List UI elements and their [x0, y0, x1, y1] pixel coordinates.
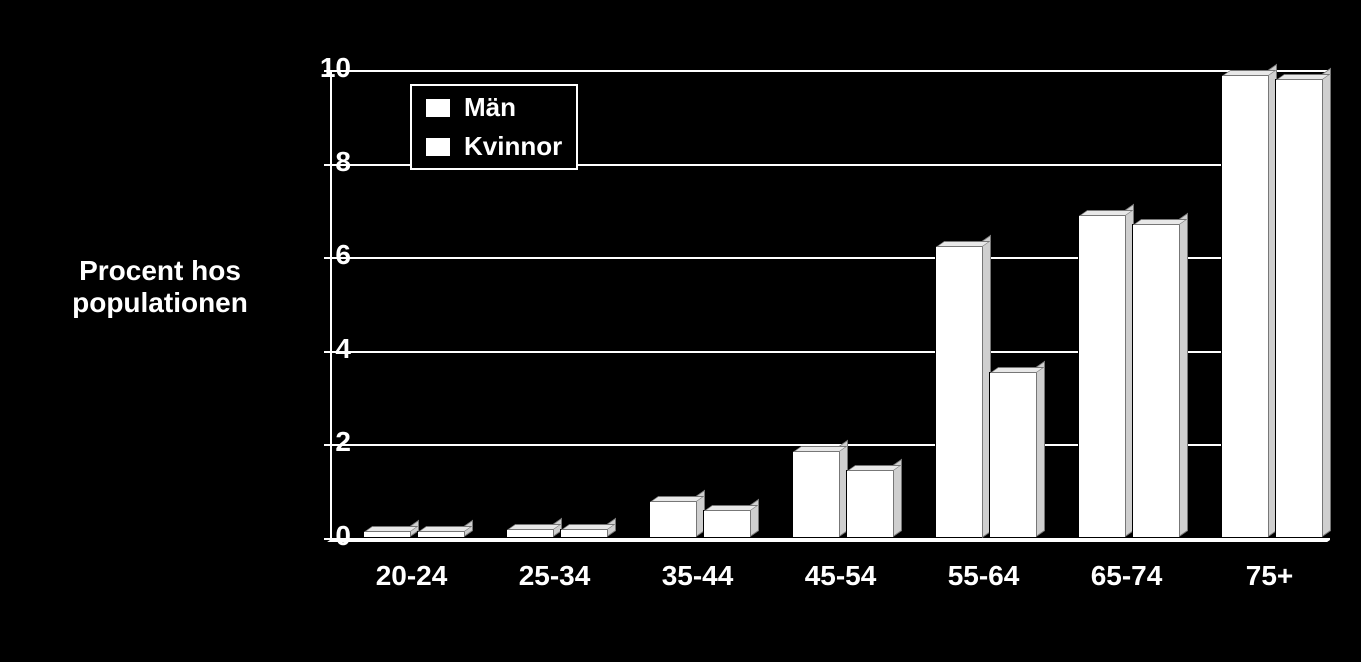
- bar: [560, 529, 608, 538]
- legend-item-women: Kvinnor: [412, 127, 576, 166]
- bar: [935, 246, 983, 539]
- y-tick-label: 10: [291, 52, 351, 84]
- x-tick-label: 75+: [1198, 560, 1341, 592]
- bar: [703, 510, 751, 538]
- bar: [846, 470, 894, 538]
- bar: [1221, 75, 1269, 538]
- y-tick-label: 6: [291, 239, 351, 271]
- y-tick-label: 0: [291, 520, 351, 552]
- y-tick-label: 4: [291, 333, 351, 365]
- x-tick-label: 25-34: [483, 560, 626, 592]
- bar: [792, 451, 840, 538]
- x-tick-label: 20-24: [340, 560, 483, 592]
- legend-label-men: Män: [464, 92, 516, 123]
- y-tick-label: 2: [291, 426, 351, 458]
- bar: [1132, 224, 1180, 538]
- bar: [1078, 215, 1126, 538]
- x-tick-label: 55-64: [912, 560, 1055, 592]
- bar: [989, 372, 1037, 538]
- x-tick-label: 45-54: [769, 560, 912, 592]
- y-tick-label: 8: [291, 146, 351, 178]
- bar: [649, 501, 697, 538]
- bar: [1275, 79, 1323, 538]
- grid-line: [332, 70, 1330, 72]
- bar: [417, 531, 465, 538]
- y-axis-label-line1: Procent hos: [79, 255, 241, 286]
- plot-floor: [310, 540, 1330, 554]
- x-tick-label: 35-44: [626, 560, 769, 592]
- bar: [363, 531, 411, 538]
- legend-item-men: Män: [412, 88, 576, 127]
- x-tick-label: 65-74: [1055, 560, 1198, 592]
- bar: [506, 529, 554, 538]
- y-axis-label: Procent hos populationen: [40, 255, 280, 319]
- legend: Män Kvinnor: [410, 84, 578, 170]
- y-axis-label-line2: populationen: [72, 287, 248, 318]
- legend-swatch: [426, 99, 450, 117]
- legend-label-women: Kvinnor: [464, 131, 562, 162]
- legend-swatch: [426, 138, 450, 156]
